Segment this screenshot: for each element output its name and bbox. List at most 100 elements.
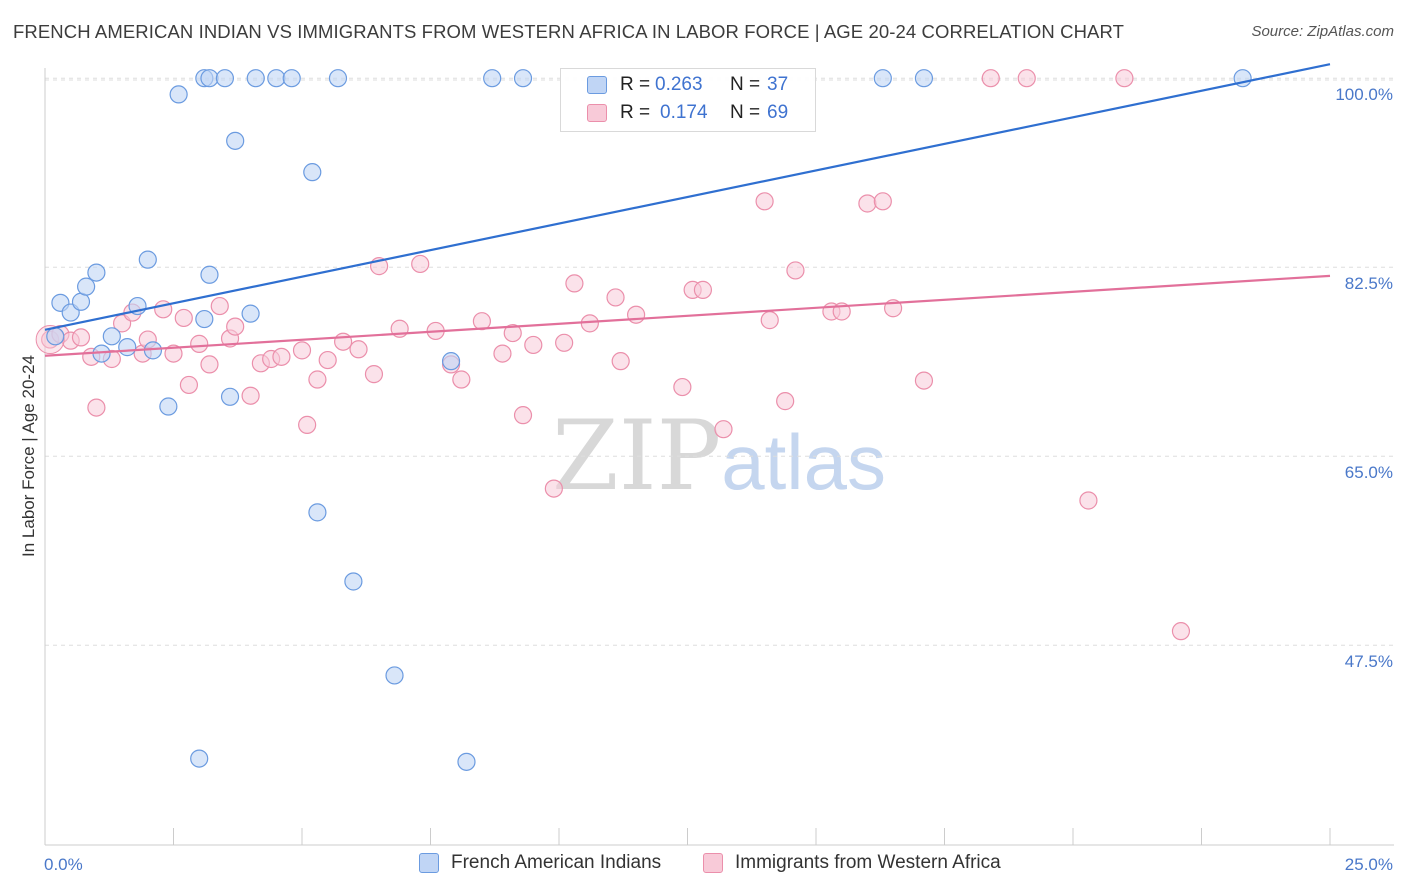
data-point-immigrants-western-africa [308,370,327,389]
data-point-immigrants-western-africa [544,479,563,498]
data-point-immigrants-western-africa [1079,491,1098,510]
legend-n-label: N = [730,74,761,95]
series-immigrants-western-africa-points [35,69,1191,641]
trend-line-immigrants-western-africa [44,274,1331,357]
data-point-french-american-indians [190,749,209,768]
legend-n-label: N = [730,102,761,123]
correlation-legend: R = 0.263 N = 37 R = 0.174 N = 69 [560,68,816,132]
y-tick-label: 82.5% [1345,274,1393,293]
y-tick-label: 65.0% [1345,463,1393,482]
data-point-immigrants-western-africa [786,261,805,280]
data-point-french-american-indians [102,327,121,346]
data-point-french-american-indians [873,69,892,88]
data-point-immigrants-western-africa [555,333,574,352]
series-french-american-indians-points [46,69,1252,771]
bottom-legend-label: French American Indians [451,852,662,873]
data-point-immigrants-western-africa [272,347,291,366]
x-tick-label: 25.0% [1345,855,1393,874]
data-point-immigrants-western-africa [914,371,934,390]
data-point-immigrants-western-africa [1115,69,1134,88]
data-point-immigrants-western-africa [164,344,183,363]
data-point-immigrants-western-africa [349,340,368,359]
data-point-french-american-indians [215,69,234,88]
data-point-immigrants-western-africa [524,335,543,355]
legend-r-label: R = [620,74,651,95]
data-point-immigrants-western-africa [210,296,229,316]
data-point-french-american-indians [87,263,106,282]
axes [44,68,1394,846]
legend-n-value: 69 [767,102,789,123]
data-point-immigrants-western-africa [226,317,245,336]
data-point-immigrants-western-africa [292,341,312,360]
data-point-french-american-indians [344,572,363,591]
data-point-french-american-indians [46,327,65,346]
data-point-french-american-indians [483,69,502,88]
data-point-french-american-indians [303,163,322,182]
data-point-immigrants-western-africa [71,328,91,347]
data-point-french-american-indians [308,503,327,522]
legend-r-value: 0.263 [655,74,703,95]
data-point-immigrants-western-africa [179,375,199,395]
data-point-french-american-indians [77,277,96,296]
legend-swatch-pink [587,104,607,122]
trend-lines [44,63,1331,357]
data-point-immigrants-western-africa [873,192,892,211]
x-tick-label: 0.0% [44,855,83,874]
source-label: Source: ZipAtlas.com [1251,23,1394,40]
data-point-french-american-indians [267,69,286,88]
data-point-french-american-indians [914,69,934,88]
data-point-immigrants-western-africa [673,377,692,397]
data-point-immigrants-western-africa [87,398,106,417]
data-point-immigrants-western-africa [760,311,779,330]
data-point-immigrants-western-africa [776,392,795,411]
data-point-immigrants-western-africa [1017,69,1036,88]
data-point-immigrants-western-africa [174,308,193,328]
data-point-immigrants-western-africa [452,370,471,389]
bottom-legend-label: Immigrants from Western Africa [735,852,1001,873]
y-tick-label: 47.5% [1345,652,1393,671]
data-point-french-american-indians [282,69,301,88]
bottom-legend-swatch-pink [703,853,723,873]
trend-line-french-american-indians [44,63,1331,331]
data-point-immigrants-western-africa [298,415,317,434]
data-point-french-american-indians [457,752,476,771]
data-point-french-american-indians [513,69,533,88]
tick-labels: 47.5% 65.0% 82.5% 100.0% 0.0% 25.0% [44,85,1393,874]
data-point-immigrants-western-africa [318,350,337,370]
data-point-french-american-indians [138,250,157,269]
data-point-immigrants-western-africa [755,192,774,211]
data-point-immigrants-western-africa [580,314,599,333]
data-point-immigrants-western-africa [981,69,1000,88]
data-point-immigrants-western-africa [611,352,630,371]
data-point-immigrants-western-africa [714,420,733,439]
data-point-immigrants-western-africa [503,323,522,343]
data-point-french-american-indians [246,69,265,88]
data-point-immigrants-western-africa [472,312,491,331]
data-point-french-american-indians [200,265,219,284]
data-point-immigrants-western-africa [364,365,384,384]
data-point-french-american-indians [159,397,178,416]
data-point-french-american-indians [118,338,137,357]
data-point-french-american-indians [226,131,245,150]
chart-title: FRENCH AMERICAN INDIAN VS IMMIGRANTS FRO… [13,21,1125,42]
data-point-immigrants-western-africa [493,344,512,363]
legend-r-value: 0.174 [660,102,708,123]
data-point-french-american-indians [241,304,260,323]
data-point-immigrants-western-africa [626,305,646,324]
data-point-immigrants-western-africa [565,274,584,293]
legend-n-value: 37 [767,74,789,95]
data-point-immigrants-western-africa [200,355,219,374]
gridlines [45,77,1394,646]
data-point-immigrants-western-africa [190,334,209,353]
legend-r-label: R = [620,102,651,123]
data-point-french-american-indians [441,352,461,371]
data-point-french-american-indians [200,69,219,88]
data-point-french-american-indians [385,666,404,685]
data-point-french-american-indians [169,85,188,104]
data-point-french-american-indians [195,309,214,329]
legend-swatch-blue [587,76,607,94]
data-point-french-american-indians [220,387,240,406]
data-point-immigrants-western-africa [606,288,625,307]
bottom-legend-swatch-blue [419,853,439,873]
